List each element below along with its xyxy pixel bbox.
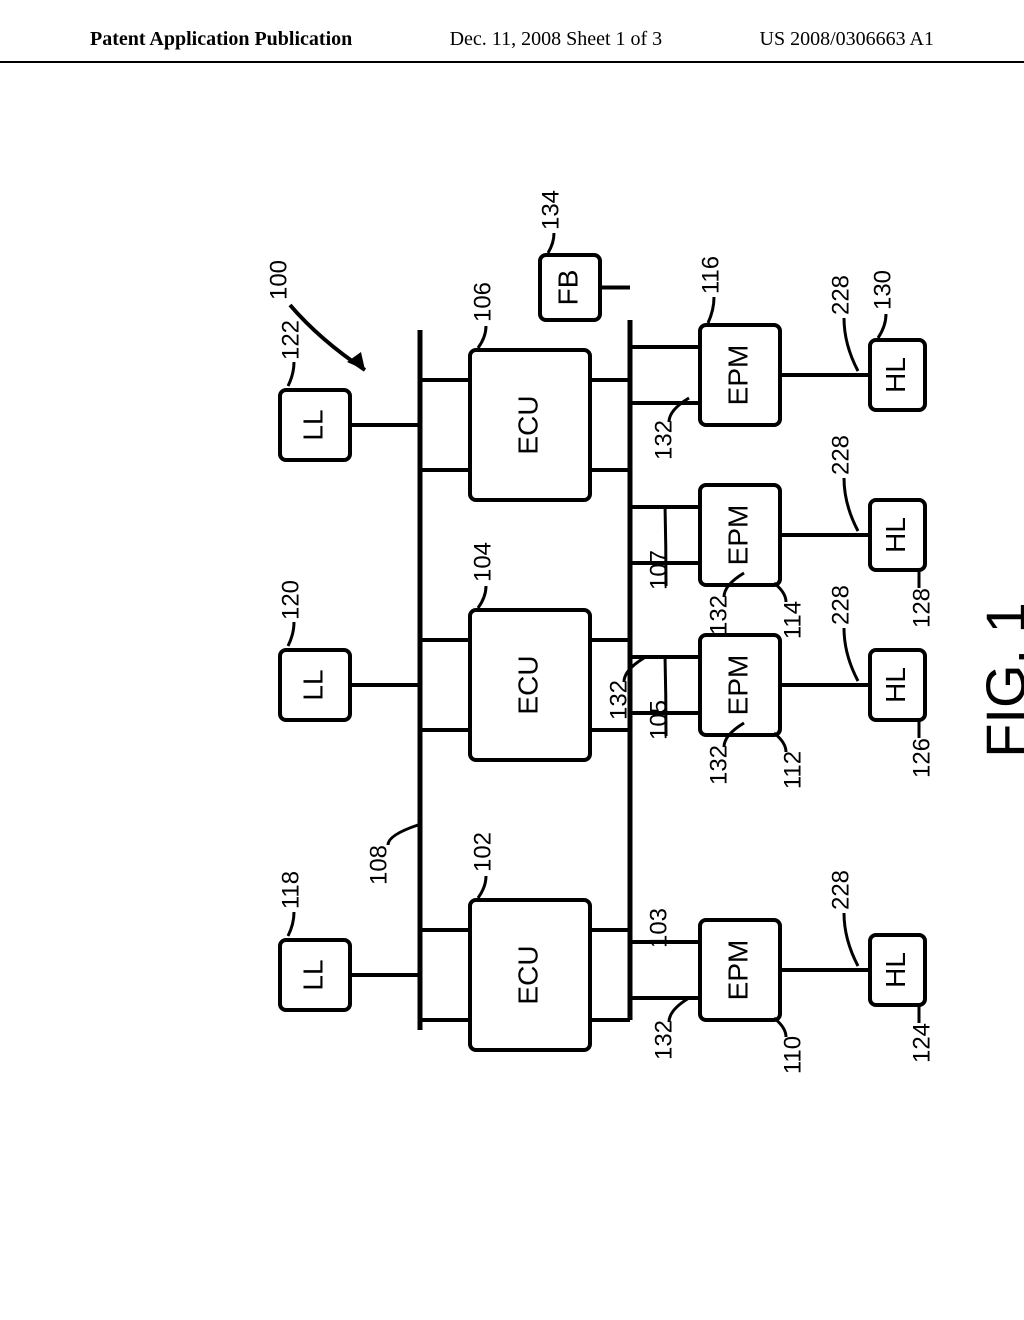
header-mid: Dec. 11, 2008 Sheet 1 of 3 [450,28,663,51]
svg-text:107: 107 [645,550,672,590]
svg-text:EPM: EPM [722,505,753,566]
svg-text:110: 110 [779,1036,806,1074]
svg-text:EPM: EPM [722,655,753,716]
svg-text:HL: HL [880,517,911,553]
svg-text:122: 122 [277,320,304,360]
svg-text:132: 132 [650,1020,677,1060]
block-diagram: 108 100 LL 118 LL 120 LL 122 ECU 102 ECU 104 ECU 106 F… [0,130,1024,1280]
svg-text:EPM: EPM [722,345,753,406]
svg-text:116: 116 [697,256,724,294]
svg-text:120: 120 [277,580,304,620]
svg-text:100: 100 [265,260,292,300]
svg-text:105: 105 [645,700,672,740]
svg-text:132: 132 [705,745,732,785]
svg-text:130: 130 [869,270,896,310]
svg-text:103: 103 [645,908,672,948]
svg-text:ECU: ECU [512,655,543,714]
svg-text:HL: HL [880,357,911,393]
svg-text:ECU: ECU [512,945,543,1004]
figure-container: 108 100 LL 118 LL 120 LL 122 ECU 102 ECU 104 ECU 106 F… [0,130,1024,1280]
svg-text:HL: HL [880,952,911,988]
svg-text:104: 104 [469,542,496,582]
svg-text:106: 106 [469,282,496,322]
svg-text:124: 124 [908,1023,935,1063]
svg-text:108: 108 [365,845,392,885]
svg-text:LL: LL [297,959,328,990]
svg-text:EPM: EPM [722,940,753,1001]
svg-text:HL: HL [880,667,911,703]
svg-text:228: 228 [827,870,854,910]
svg-text:132: 132 [705,595,732,635]
svg-text:228: 228 [827,585,854,625]
header-right: US 2008/0306663 A1 [760,28,934,51]
svg-text:LL: LL [297,669,328,700]
svg-text:102: 102 [469,832,496,872]
svg-text:FB: FB [552,270,583,306]
svg-text:112: 112 [779,751,806,789]
svg-text:128: 128 [908,588,935,628]
svg-text:126: 126 [908,738,935,778]
svg-text:ECU: ECU [512,395,543,454]
svg-text:118: 118 [277,871,304,909]
svg-text:134: 134 [537,190,564,230]
svg-text:228: 228 [827,435,854,475]
svg-text:132: 132 [650,420,677,460]
svg-text:114: 114 [779,601,806,639]
svg-text:LL: LL [297,409,328,440]
page-header: Patent Application Publication Dec. 11, … [0,0,1024,63]
figure-caption: FIG. 1 [974,602,1024,758]
svg-text:228: 228 [827,275,854,315]
header-left: Patent Application Publication [90,28,352,51]
svg-text:132: 132 [605,680,632,720]
